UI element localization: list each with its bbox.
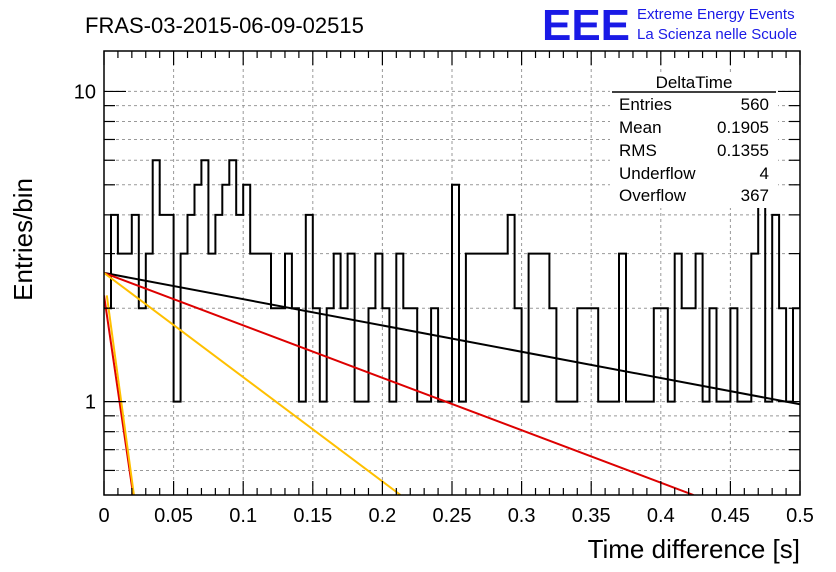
stats-value-entries: 560 bbox=[741, 95, 769, 114]
fit-line-1 bbox=[104, 271, 694, 495]
fit-lines bbox=[104, 271, 800, 495]
y-axis-title: Entries/bin bbox=[8, 178, 38, 301]
x-axis-ticks bbox=[103, 51, 801, 495]
y-tick-label: 10 bbox=[74, 81, 96, 103]
x-tick-label: 0.4 bbox=[647, 505, 675, 527]
x-tick-labels: 0 0.05 0.1 0.15 0.2 0.25 0.3 0.35 0.4 0.45 0.5 bbox=[98, 505, 813, 527]
stats-box: DeltaTime Entries 560 Mean 0.1905 RMS 0.… bbox=[610, 72, 778, 208]
stats-value-overflow: 367 bbox=[741, 186, 769, 205]
fit-line-2 bbox=[104, 272, 402, 495]
y-axis-ticks bbox=[104, 90, 800, 472]
x-tick-label: 0.15 bbox=[293, 505, 332, 527]
stats-title: DeltaTime bbox=[656, 73, 733, 92]
y-tick-labels: 1 10 bbox=[74, 81, 96, 413]
stats-label-overflow: Overflow bbox=[619, 186, 687, 205]
chart-title: FRAS-03-2015-06-09-02515 bbox=[85, 13, 364, 38]
x-tick-label: 0.25 bbox=[433, 505, 472, 527]
stats-value-rms: 0.1355 bbox=[717, 141, 769, 160]
x-tick-label: 0 bbox=[98, 505, 109, 527]
x-tick-label: 0.35 bbox=[572, 505, 611, 527]
x-tick-label: 0.1 bbox=[229, 505, 257, 527]
x-tick-label: 0.2 bbox=[368, 505, 396, 527]
x-tick-label: 0.5 bbox=[786, 505, 814, 527]
stats-label-entries: Entries bbox=[619, 95, 672, 114]
histogram-outline bbox=[104, 159, 800, 403]
logo-line-2: La Scienza nelle Scuole bbox=[637, 26, 797, 43]
stats-box-background bbox=[610, 72, 778, 208]
x-axis-title: Time difference [s] bbox=[588, 534, 800, 564]
fit-line-4 bbox=[105, 295, 135, 495]
stats-label-underflow: Underflow bbox=[619, 164, 696, 183]
fit-line-3 bbox=[104, 295, 135, 495]
eee-logo-mark: EEE bbox=[542, 1, 630, 50]
stats-label-mean: Mean bbox=[619, 118, 662, 137]
y-tick-label: 1 bbox=[85, 392, 96, 414]
stats-value-underflow: 4 bbox=[760, 164, 769, 183]
logo-line-1: Extreme Energy Events bbox=[637, 6, 795, 23]
fit-line-0 bbox=[104, 271, 800, 406]
x-tick-label: 0.3 bbox=[508, 505, 536, 527]
stats-label-rms: RMS bbox=[619, 141, 657, 160]
x-tick-label: 0.45 bbox=[711, 505, 750, 527]
stats-value-mean: 0.1905 bbox=[717, 118, 769, 137]
x-tick-label: 0.05 bbox=[154, 505, 193, 527]
histogram bbox=[104, 159, 800, 403]
eee-logo: EEE Extreme Energy Events La Scienza nel… bbox=[542, 1, 797, 50]
